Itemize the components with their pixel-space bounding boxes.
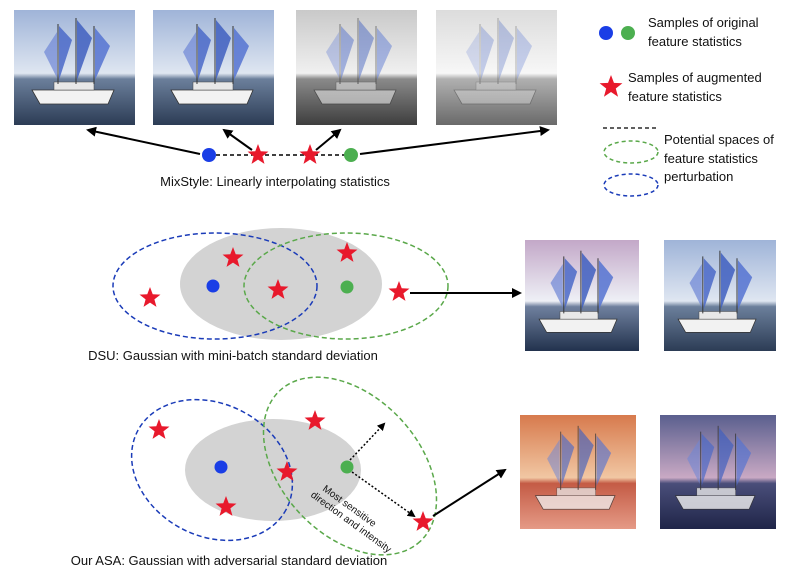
dsu-diagram (112, 228, 522, 340)
legend: Samples of original feature statistics S… (599, 15, 774, 197)
legend-augmented-line1: Samples of augmented (628, 70, 762, 85)
arrow-to-image-4 (359, 126, 550, 155)
asa-image-2 (660, 415, 776, 529)
asa-star (148, 419, 170, 439)
dsu-star (222, 247, 244, 267)
asa-star (215, 496, 237, 516)
legend-spaces-line1: Potential spaces of (664, 132, 774, 147)
dsu-star (267, 279, 289, 299)
mixstyle-image-2 (153, 10, 274, 125)
legend-original-line2: feature statistics (648, 34, 742, 49)
asa-blue-ellipse (130, 398, 294, 542)
legend-blue-dot (599, 26, 613, 40)
dsu-star (139, 287, 161, 307)
arrow-to-image-1 (86, 126, 201, 155)
asa-caption: Our ASA: Gaussian with adversarial stand… (71, 553, 388, 568)
legend-blue-ellipse (603, 173, 659, 197)
legend-green-dot (621, 26, 635, 40)
dsu-blue-dot (206, 279, 220, 293)
mixstyle-interpolation (86, 126, 550, 164)
asa-star (412, 511, 434, 531)
dsu-blue-ellipse (112, 232, 318, 340)
asa-annotation-line2: direction and intensity (308, 490, 393, 556)
legend-spaces-line2: feature statistics (664, 151, 758, 166)
asa-dotted-arrow-down (351, 471, 416, 518)
asa-green-dot (340, 460, 354, 474)
asa-arrow (432, 468, 507, 517)
dsu-star (388, 281, 410, 301)
asa-image-1 (520, 415, 636, 529)
dsu-image-1 (525, 240, 639, 351)
mixstyle-image-3 (296, 10, 417, 125)
legend-spaces-line3: perturbation (664, 169, 733, 184)
legend-augmented-line2: feature statistics (628, 89, 722, 104)
arrow-to-image-3 (315, 128, 342, 151)
mixstyle-caption: MixStyle: Linearly interpolating statist… (160, 174, 390, 189)
legend-green-ellipse (603, 140, 659, 164)
dsu-image-2 (664, 240, 776, 351)
legend-original-line1: Samples of original (648, 15, 759, 30)
augmented-star (247, 144, 269, 164)
asa-annotation: Most sensitive direction and intensity (308, 484, 393, 556)
augmented-star (299, 144, 321, 164)
original-green-dot (344, 148, 358, 162)
dsu-star (336, 242, 358, 262)
asa-blue-dot (214, 460, 228, 474)
mixstyle-image-4 (436, 10, 557, 125)
dsu-green-dot (340, 280, 354, 294)
dsu-caption: DSU: Gaussian with mini-batch standard d… (88, 348, 378, 363)
legend-star-icon (599, 75, 623, 97)
asa-green-ellipse (262, 376, 438, 556)
asa-star (304, 410, 326, 430)
mixstyle-image-1 (14, 10, 135, 125)
asa-gaussian-region (185, 419, 361, 521)
arrow-to-image-2 (222, 128, 253, 151)
dsu-green-ellipse (243, 232, 449, 340)
asa-star (276, 461, 298, 481)
original-blue-dot (202, 148, 216, 162)
asa-diagram: Most sensitive direction and intensity (130, 376, 507, 556)
asa-dotted-arrow-up (349, 422, 386, 461)
